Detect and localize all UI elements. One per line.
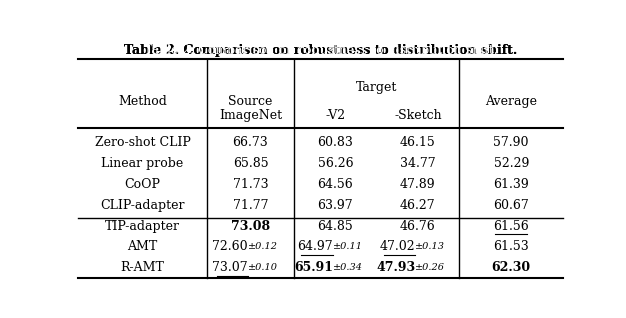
Text: 47.89: 47.89 — [400, 178, 436, 191]
Text: 64.85: 64.85 — [317, 220, 353, 232]
Text: ±0.10: ±0.10 — [248, 263, 278, 272]
Text: ±0.26: ±0.26 — [416, 263, 446, 272]
Text: CoOP: CoOP — [125, 178, 160, 191]
Text: AMT: AMT — [128, 240, 158, 253]
Text: 56.26: 56.26 — [317, 157, 353, 170]
Text: 62.30: 62.30 — [491, 261, 531, 274]
Text: 34.77: 34.77 — [400, 157, 436, 170]
Text: Table 2. Comparison on robustness to distribution shift.: Table 2. Comparison on robustness to dis… — [144, 44, 498, 57]
Text: 46.27: 46.27 — [400, 199, 436, 212]
Text: Method: Method — [118, 95, 167, 108]
Text: 66.73: 66.73 — [233, 136, 269, 149]
Text: 72.60: 72.60 — [212, 240, 248, 253]
Text: ±0.11: ±0.11 — [333, 242, 363, 252]
Text: 63.97: 63.97 — [317, 199, 353, 212]
Text: 64.56: 64.56 — [317, 178, 353, 191]
Text: 60.83: 60.83 — [317, 136, 353, 149]
Text: Target: Target — [356, 81, 398, 93]
Text: Zero-shot CLIP: Zero-shot CLIP — [95, 136, 190, 149]
Text: ±0.13: ±0.13 — [416, 242, 446, 252]
Text: 73.08: 73.08 — [231, 220, 270, 232]
Text: ±0.12: ±0.12 — [248, 242, 278, 252]
Text: Average: Average — [485, 95, 537, 108]
Text: R-AMT: R-AMT — [121, 261, 165, 274]
Text: 73.07: 73.07 — [212, 261, 248, 274]
Text: ImageNet: ImageNet — [219, 109, 282, 122]
Text: TIP-adapter: TIP-adapter — [105, 220, 180, 232]
Text: CLIP-adapter: CLIP-adapter — [100, 199, 185, 212]
Text: Table 2. Comparison on robustness to distribution shift.: Table 2. Comparison on robustness to dis… — [124, 44, 518, 57]
Text: 61.39: 61.39 — [493, 178, 529, 191]
Text: 52.29: 52.29 — [493, 157, 529, 170]
Text: 65.91: 65.91 — [294, 261, 333, 274]
Text: 71.77: 71.77 — [233, 199, 268, 212]
Text: 61.56: 61.56 — [493, 220, 529, 232]
Text: 46.76: 46.76 — [400, 220, 436, 232]
Text: 46.15: 46.15 — [400, 136, 436, 149]
Text: 61.53: 61.53 — [493, 240, 529, 253]
Text: -V2: -V2 — [326, 109, 346, 122]
Text: 60.67: 60.67 — [493, 199, 529, 212]
Text: 47.93: 47.93 — [376, 261, 416, 274]
Text: 47.02: 47.02 — [380, 240, 416, 253]
Text: 57.90: 57.90 — [493, 136, 529, 149]
Text: 64.97: 64.97 — [297, 240, 333, 253]
Text: Source: Source — [228, 95, 273, 108]
Text: 71.73: 71.73 — [233, 178, 269, 191]
Text: Linear probe: Linear probe — [101, 157, 183, 170]
Text: 65.85: 65.85 — [233, 157, 269, 170]
Text: -Sketch: -Sketch — [394, 109, 442, 122]
Text: Table 2. Comparison on robustness to distribution shift.: Table 2. Comparison on robustness to dis… — [124, 44, 518, 57]
Text: ±0.34: ±0.34 — [333, 263, 363, 272]
